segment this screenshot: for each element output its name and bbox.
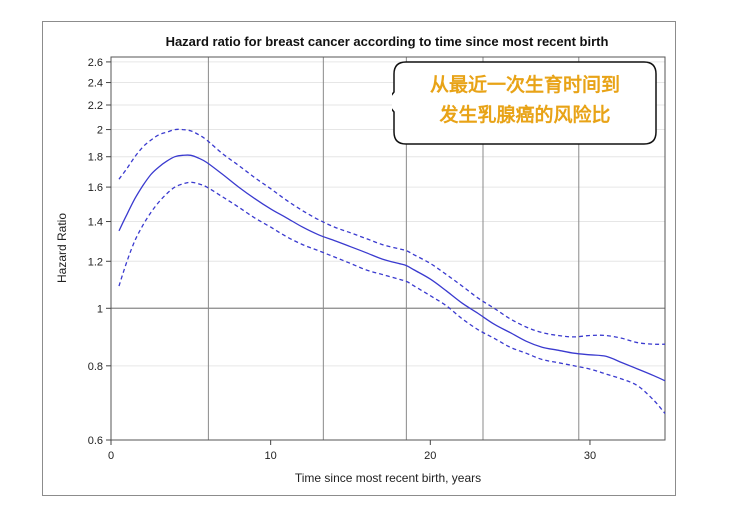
x-axis-label: Time since most recent birth, years [295,471,481,485]
y-tick-label-4: 1.4 [88,217,103,229]
callout-bubble [392,61,657,145]
y-tick-label-2: 1 [97,303,103,315]
plot-border [110,56,666,441]
y-tick-label-10: 2.6 [88,57,103,69]
y-tick-label-8: 2.2 [88,100,103,112]
chart-title: Hazard ratio for breast cancer according… [166,34,609,49]
y-tick-label-1: 0.8 [88,361,103,373]
x-tick-label-1: 10 [265,450,277,462]
y-tick-label-0: 0.6 [88,435,103,447]
callout-shape [392,61,657,145]
upper-confidence-line [118,128,666,345]
y-tick-label-3: 1.2 [88,256,103,268]
callout-text: 从最近一次生育时间到 发生乳腺癌的风险比 [392,70,658,130]
y-tick-label-7: 2 [97,125,103,137]
y-tick-label-9: 2.4 [88,78,103,90]
x-tick-label-3: 30 [584,450,596,462]
lower-confidence-line [118,181,666,414]
callout-line-2: 发生乳腺癌的风险比 [439,104,611,126]
y-axis-label: Hazard Ratio [55,213,69,283]
callout-line-1: 从最近一次生育时间到 [429,74,620,96]
y-tick-label-5: 1.6 [88,182,103,194]
x-tick-label-2: 20 [424,450,436,462]
hazard-ratio-estimate-line [118,154,666,382]
y-tick-label-6: 1.8 [88,152,103,164]
x-tick-label-0: 0 [108,450,114,462]
